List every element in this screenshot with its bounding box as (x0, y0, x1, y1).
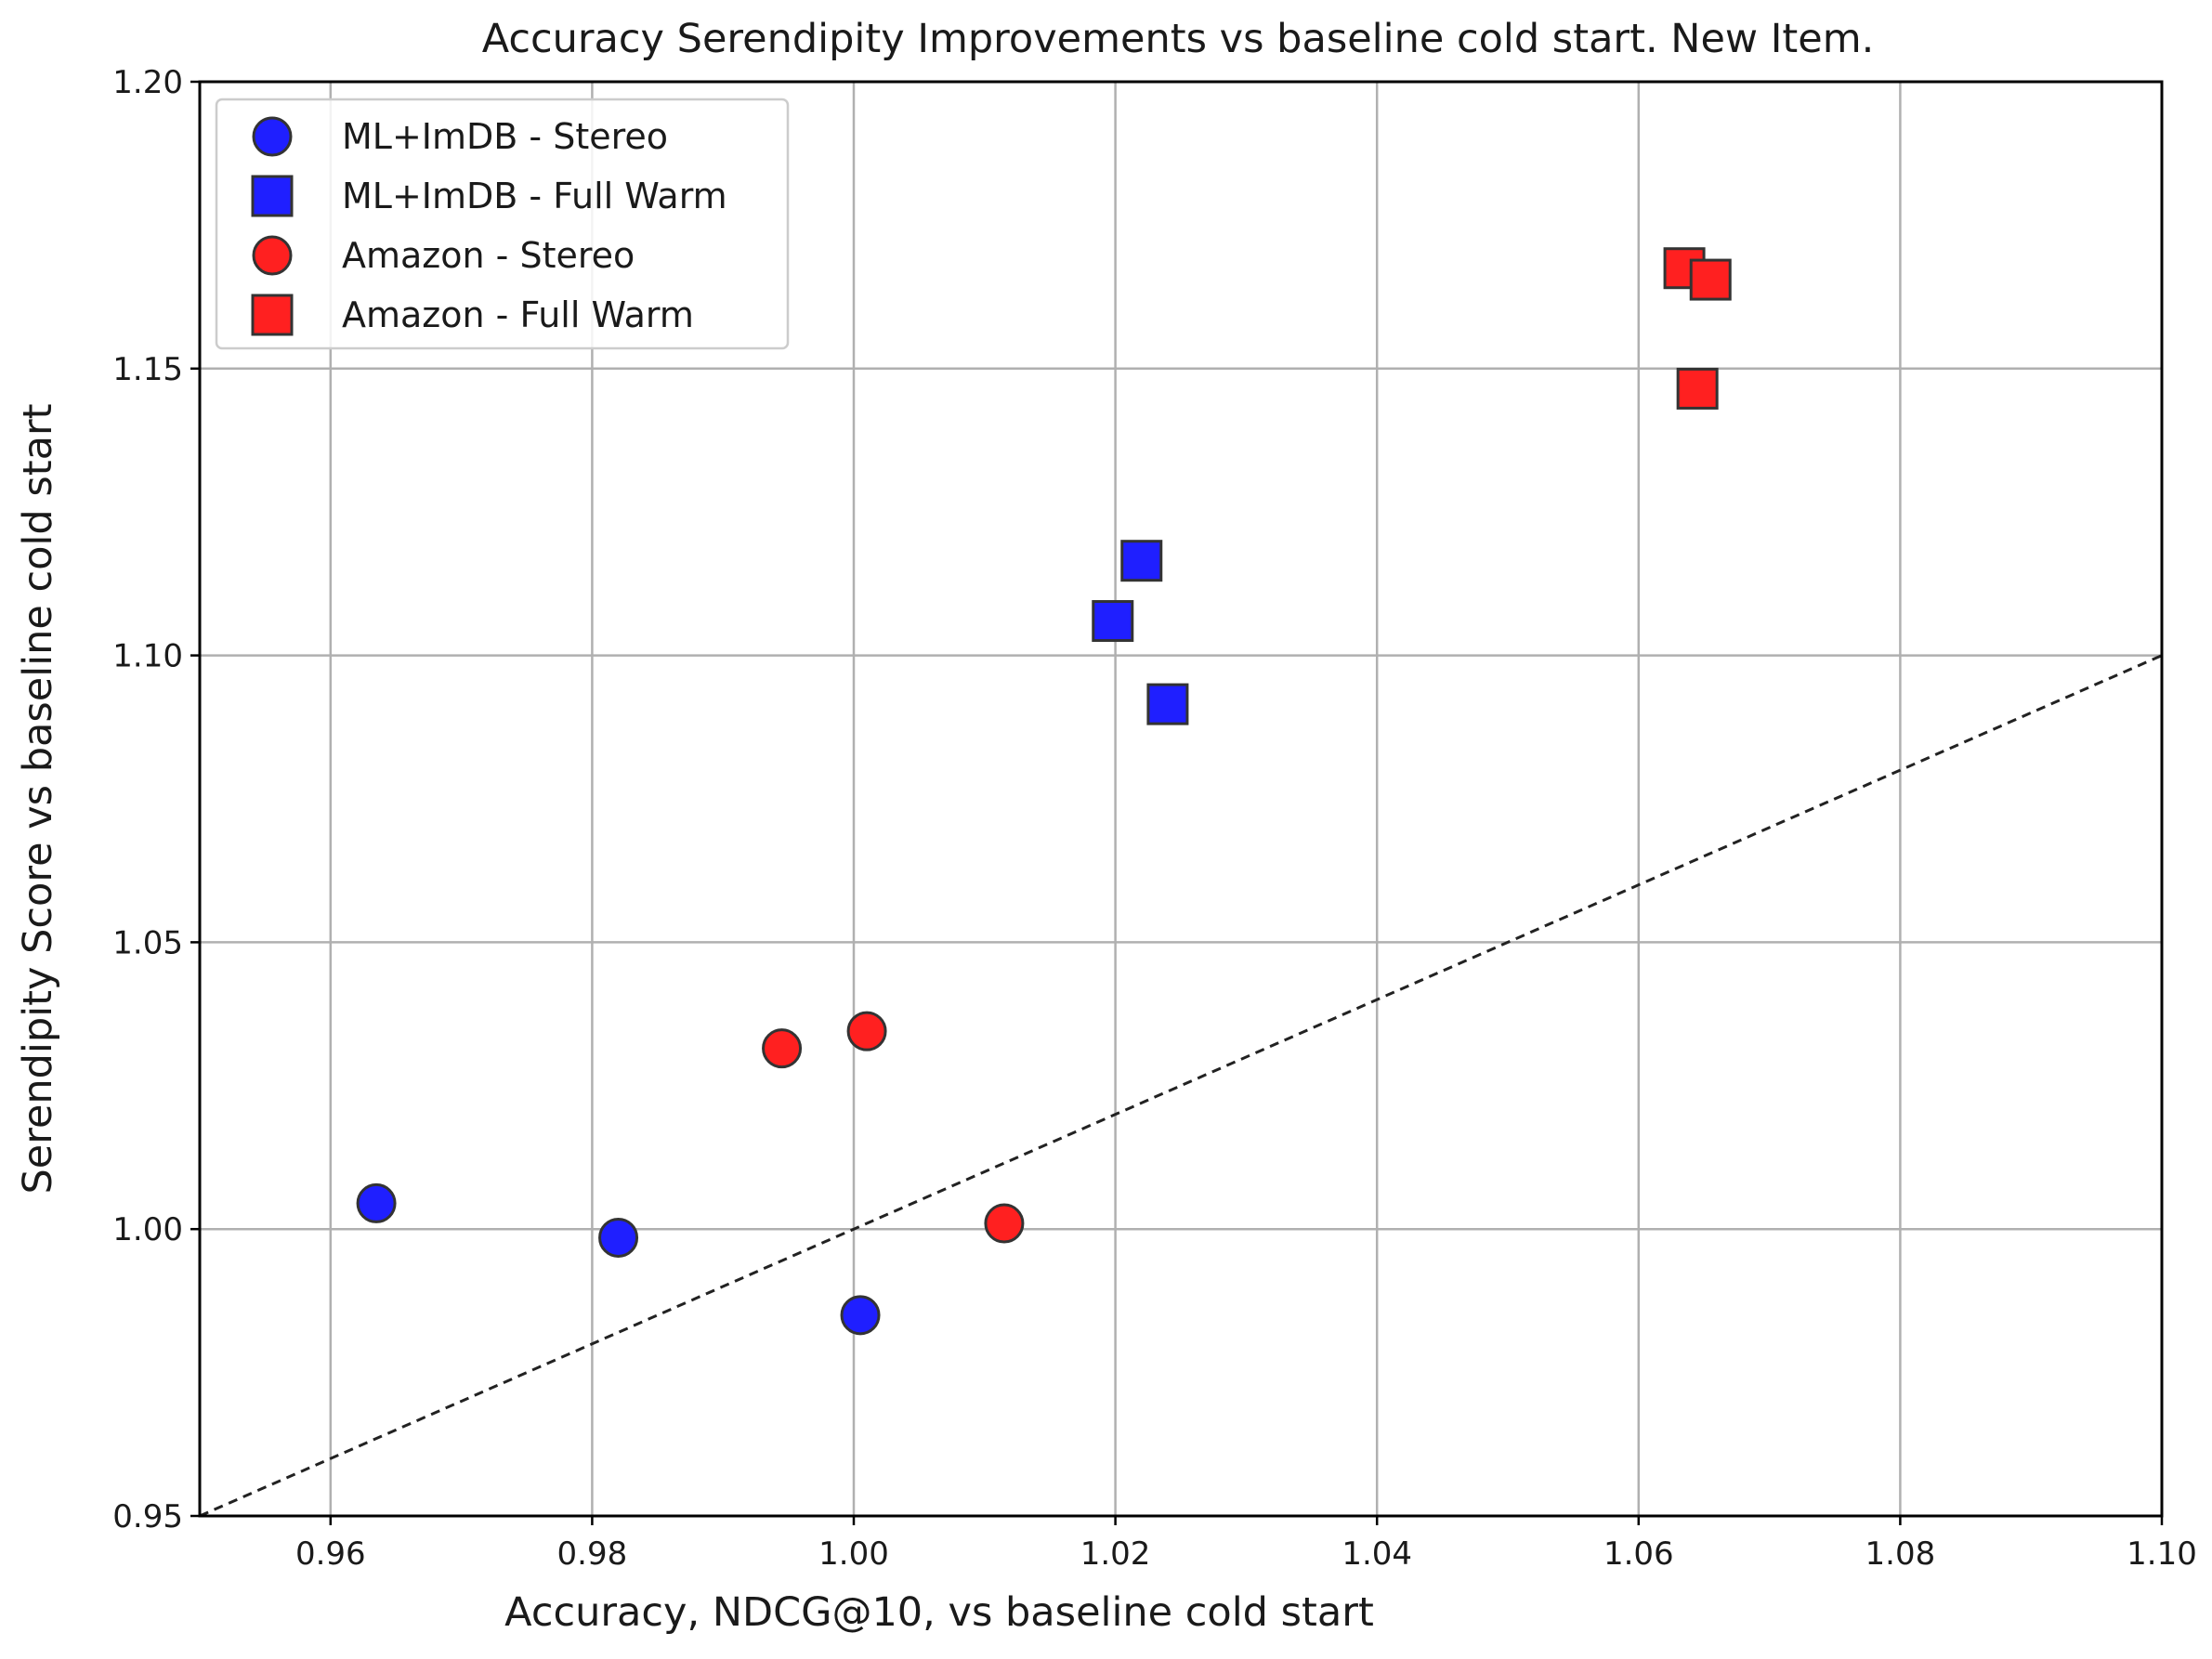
data-point-circle (840, 1295, 881, 1336)
y-axis-label: Serendipity Score vs baseline cold start (15, 403, 61, 1194)
reference-line (199, 654, 2163, 1518)
data-point-circle (846, 1011, 887, 1052)
chart-title: Accuracy Serendipity Improvements vs bas… (482, 16, 1875, 62)
y-tick-label: 1.20 (112, 64, 183, 101)
x-tick-label: 1.00 (818, 1535, 889, 1573)
legend-marker (252, 116, 293, 157)
legend-marker (251, 175, 294, 217)
y-tick-label: 0.95 (112, 1498, 183, 1535)
x-tick-label: 0.96 (295, 1535, 366, 1573)
y-tick-label: 1.15 (112, 351, 183, 388)
x-tick-label: 1.02 (1080, 1535, 1151, 1573)
x-tick-label: 0.98 (557, 1535, 628, 1573)
reference-line-layer (199, 654, 2163, 1518)
data-point-square (1146, 683, 1189, 725)
legend-label: Amazon - Full Warm (342, 294, 694, 335)
legend-label: ML+ImDB - Full Warm (342, 176, 727, 216)
data-point-square (1092, 600, 1134, 643)
legend: ML+ImDB - Stereo ML+ImDB - Full Warm Amazo… (215, 98, 790, 350)
data-point-circle (984, 1203, 1025, 1244)
y-tick-label: 1.00 (112, 1211, 183, 1248)
data-point-circle (356, 1182, 397, 1223)
legend-marker (251, 294, 294, 336)
legend-label: ML+ImDB - Stereo (342, 116, 668, 157)
data-points-layer (356, 247, 1732, 1336)
x-tick-label: 1.06 (1603, 1535, 1674, 1573)
tick-labels-layer: 0.96 0.98 1.00 1.02 1.04 1.06 1.08 1.10 0.95 1.00… (112, 64, 2197, 1573)
plot-frame (198, 80, 2164, 1518)
x-tick-label: 1.08 (1865, 1535, 1936, 1573)
legend-box (215, 98, 790, 350)
data-point-circle (598, 1217, 639, 1258)
y-tick-label: 1.05 (112, 924, 183, 961)
data-point-circle (762, 1028, 803, 1069)
data-point-square (1676, 367, 1719, 410)
data-point-square (1120, 540, 1163, 582)
data-point-square (1689, 258, 1732, 301)
x-tick-label: 1.04 (1342, 1535, 1412, 1573)
legend-label: Amazon - Stereo (342, 235, 635, 276)
x-axis-label: Accuracy, NDCG@10, vs baseline cold star… (504, 1589, 1374, 1636)
legend-marker (252, 235, 293, 276)
y-tick-label: 1.10 (112, 638, 183, 675)
x-tick-label: 1.10 (2127, 1535, 2197, 1573)
